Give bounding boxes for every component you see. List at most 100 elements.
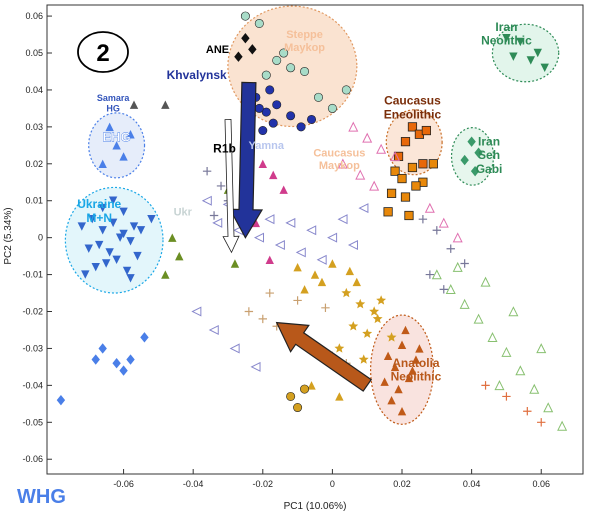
point-khvalynsk-8 <box>265 85 275 95</box>
point-iran-neolithic-4 <box>509 52 518 61</box>
point-anatolia-neolithic-6 <box>401 325 410 335</box>
point-green-open-triangles-9 <box>557 420 568 431</box>
point-yamna-0 <box>258 159 267 168</box>
x-tick-label-2: -0.02 <box>253 479 274 489</box>
point-yamna-1 <box>269 170 278 180</box>
point-european-neolithic-3 <box>348 321 359 331</box>
point-other-west-eurasians-0 <box>201 195 212 206</box>
point-khvalynsk-1 <box>261 107 271 117</box>
point-ukraine-m-n-16 <box>133 251 142 261</box>
point-caucasus-eneolithic-5 <box>418 159 428 169</box>
plot-frame <box>46 4 584 475</box>
point-pink-open-triangles-6 <box>369 180 380 191</box>
point-ehg-1 <box>112 141 121 150</box>
point-olive-triangles-2 <box>168 233 177 242</box>
label-ehg: EHG <box>103 130 131 145</box>
point-anatolia-neolithic-5 <box>394 384 403 394</box>
point-iran-neolithic-5 <box>533 48 542 58</box>
point-ukraine-m-n-1 <box>88 214 97 224</box>
group-labels: Steppe Maykop Iran Neolithic ANE Khvalynsk Sam… <box>17 20 532 508</box>
point-samara-hg-0 <box>129 100 139 109</box>
point-bronze-age-europe-7 <box>335 392 344 401</box>
point-ukraine-m-n-6 <box>84 244 93 253</box>
point-other-west-eurasians-12 <box>295 247 306 258</box>
point-anatolia-neolithic-3 <box>404 373 414 383</box>
label-samara-hg: Samara HG <box>97 93 131 113</box>
point-olive-triangles-0 <box>161 270 170 279</box>
label-caucasus-maykop: Caucasus Maykop <box>313 147 365 172</box>
axes: -0.06 -0.04 -0.02 0 0.02 0.04 0.06 0.06 0.05 0.04… <box>22 4 584 489</box>
panel-number: 2 <box>96 40 109 67</box>
point-olive-triangles-1 <box>175 251 184 261</box>
label-khvalynsk: Khvalynsk <box>167 68 227 82</box>
point-ukraine-m-n-10 <box>126 237 135 246</box>
point-steppe-maykop-0 <box>240 11 250 21</box>
point-anatolia-neolithic-8 <box>408 366 417 375</box>
point-steppe-maykop-9 <box>279 48 289 58</box>
arrow-r1b <box>222 118 240 254</box>
point-caucasus-maykop-2 <box>407 162 418 173</box>
point-gray-crosses-1 <box>216 181 226 191</box>
point-yamna-4 <box>251 218 261 228</box>
point-bronze-age-europe-4 <box>317 277 327 287</box>
point-caucasus-maykop-9 <box>404 210 414 221</box>
point-ane-0 <box>241 33 250 44</box>
point-ane-1 <box>248 44 257 55</box>
point-pink-open-triangles-4 <box>337 158 348 169</box>
point-other-west-eurasians-17 <box>208 324 219 335</box>
point-caucasus-maykop-1 <box>397 173 407 184</box>
point-green-open-triangles-2 <box>459 298 470 309</box>
point-orange-plus-2 <box>523 407 532 416</box>
point-other-west-eurasians-3 <box>264 214 275 225</box>
point-pink-open-triangles-8 <box>438 217 449 228</box>
point-other-west-eurasians-14 <box>337 214 348 225</box>
y-tick-label-4: 0.02 <box>25 159 43 169</box>
point-ukraine-m-n-19 <box>119 207 128 217</box>
point-anatolia-neolithic-10 <box>397 407 407 416</box>
point-other-west-eurasians-6 <box>327 232 338 243</box>
point-european-neolithic-0 <box>341 287 352 298</box>
point-caucasus-maykop-8 <box>383 207 393 217</box>
point-anatolia-neolithic-2 <box>397 340 407 349</box>
y-tick-label-11: -0.05 <box>22 417 43 427</box>
point-ukraine-m-n-9 <box>115 233 125 242</box>
point-bronze-age-europe-6 <box>307 381 316 390</box>
point-iran-seh-gabi-1 <box>474 147 483 158</box>
y-tick-label-10: -0.04 <box>22 380 43 390</box>
point-other-west-eurasians-10 <box>253 232 265 243</box>
point-green-open-triangles-0 <box>431 269 442 280</box>
point-khvalynsk-7 <box>307 114 317 124</box>
x-tick-label-1: -0.04 <box>183 479 204 489</box>
point-ukraine-m-n-12 <box>91 262 100 272</box>
point-green-open-triangles-5 <box>501 346 512 357</box>
x-tick-label-3: 0 <box>330 479 335 489</box>
point-tan-plus-10 <box>321 303 330 313</box>
label-steppe-maykop: Steppe Maykop <box>284 29 325 54</box>
point-european-neolithic-5 <box>376 295 387 305</box>
point-bronze-age-europe-8 <box>352 277 361 287</box>
point-golden-circles-2 <box>300 384 310 394</box>
point-iran-neolithic-1 <box>516 37 525 47</box>
point-steppe-maykop-8 <box>261 70 271 80</box>
point-european-neolithic-1 <box>355 298 366 309</box>
point-golden-circles-0 <box>286 391 296 401</box>
y-tick-label-5: 0.01 <box>25 196 43 206</box>
x-tick-label-4: 0.02 <box>393 479 411 489</box>
point-gray-crosses-9 <box>439 285 448 294</box>
point-caucasus-eneolithic-3 <box>400 137 411 147</box>
point-anatolia-neolithic-7 <box>387 395 396 405</box>
point-anatolia-neolithic-4 <box>411 355 421 364</box>
point-ehg-2 <box>126 130 135 139</box>
point-iran-seh-gabi-0 <box>467 136 476 147</box>
point-bronze-age-europe-2 <box>328 259 337 268</box>
point-ukraine-m-n-11 <box>136 226 146 235</box>
point-whg-4 <box>140 332 149 343</box>
point-khvalynsk-6 <box>296 122 306 132</box>
point-steppe-maykop-2 <box>272 55 282 65</box>
point-ukraine-m-n-20 <box>81 270 90 279</box>
point-gray-crosses-6 <box>446 244 455 253</box>
point-ukraine-m-n-22 <box>147 214 156 224</box>
point-ukraine-m-n-0 <box>77 222 87 231</box>
point-caucasus-maykop-5 <box>400 192 411 202</box>
